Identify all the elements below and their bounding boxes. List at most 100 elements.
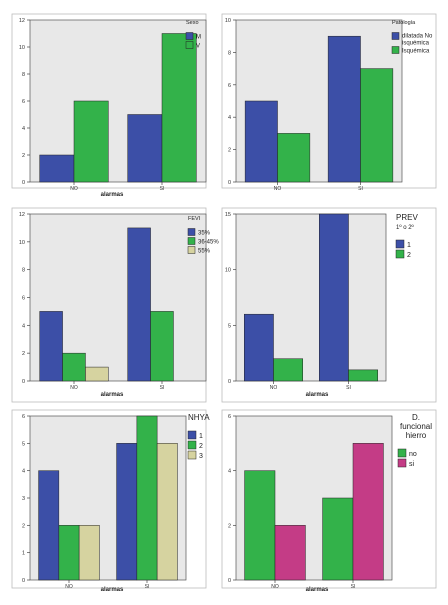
chart-panel-2: 0 2 4 6 8 10 NO SI Patología dilatada No isquémica… <box>221 13 437 192</box>
legend-label: 1 <box>199 433 203 440</box>
legend-label: Isquémica <box>402 49 430 55</box>
bar <box>85 366 109 382</box>
y-tick-label: 0 <box>228 578 231 584</box>
y-tick-label: 12 <box>19 18 25 24</box>
x-tick-label: SI <box>145 584 150 590</box>
legend-swatch <box>187 246 196 254</box>
legend-swatch <box>187 440 197 450</box>
bar <box>39 311 63 382</box>
legend-label-line: dilatada No <box>402 34 433 40</box>
x-tick-label: SI <box>351 584 356 590</box>
y-tick-label: 12 <box>19 212 25 218</box>
x-axis-label: alarmas <box>306 392 329 398</box>
x-tick-label: SI <box>358 186 363 192</box>
chart-panel-5: 0 1 2 3 4 5 6 NO SI alarmas NHYA 1 2 3 <box>11 409 210 593</box>
legend: NHYA 1 2 3 <box>187 413 210 460</box>
y-tick-label: 0 <box>228 379 231 385</box>
y-tick-label: 4 <box>22 469 25 475</box>
legend: FEVI 35% 36-45% 55% <box>187 216 219 255</box>
chart-panel-4: 0 5 10 15 NO SI alarmas PREV 1º o 2º 1 2 <box>221 207 437 403</box>
x-tick-label: NO <box>70 186 78 192</box>
y-tick-label: 8 <box>228 50 231 56</box>
bar <box>327 35 361 183</box>
y-tick-label: 4 <box>228 469 231 475</box>
x-axis-label: alarmas <box>101 587 124 593</box>
y-tick-label: 0 <box>228 180 231 186</box>
bar <box>136 415 158 581</box>
chart-panel-1: 0 2 4 6 8 10 12 NO SI alarmas Sexo MV <box>11 13 207 198</box>
bar <box>360 68 394 183</box>
bar <box>116 443 138 581</box>
bar <box>161 33 197 183</box>
y-tick-label: 4 <box>22 323 25 329</box>
x-tick-label: SI <box>160 186 165 192</box>
legend-label-line: isquémica <box>402 41 430 47</box>
bar <box>348 369 378 382</box>
legend-title: Sexo <box>186 20 199 26</box>
legend-label: 3 <box>199 453 203 460</box>
bar <box>156 443 178 581</box>
y-tick-label: 8 <box>22 268 25 274</box>
legend-label: no <box>409 451 417 458</box>
y-tick-label: 1 <box>22 551 25 557</box>
legend-label: dilatada No isquémica <box>402 34 433 47</box>
x-axis-label: alarmas <box>101 392 124 398</box>
x-axis-label: alarmas <box>101 192 124 198</box>
legend-label: 2 <box>199 443 203 450</box>
y-tick-label: 2 <box>22 153 25 159</box>
legend-label: 1 <box>407 242 411 249</box>
bar <box>244 100 278 183</box>
y-tick-label: 0 <box>22 180 25 186</box>
bar <box>322 497 354 581</box>
bar <box>277 133 311 183</box>
y-tick-label: 0 <box>22 379 25 385</box>
legend-swatch <box>185 41 194 49</box>
legend: Sexo MV <box>185 20 201 50</box>
y-tick-label: 6 <box>228 83 231 89</box>
y-tick-label: 6 <box>22 414 25 420</box>
bar <box>62 352 86 382</box>
bar <box>58 525 80 581</box>
legend-swatch <box>395 239 405 249</box>
bar <box>244 470 276 581</box>
legend-swatch <box>185 32 194 40</box>
legend-label: 55% <box>198 249 211 255</box>
y-tick-label: 8 <box>22 72 25 78</box>
legend-swatch <box>187 237 196 245</box>
legend-swatch <box>187 430 197 440</box>
legend: PREV 1º o 2º 1 2 <box>395 213 418 259</box>
legend-swatch <box>187 228 196 236</box>
x-tick-label: SI <box>160 385 165 391</box>
legend-label: 36-45% <box>198 240 219 246</box>
y-tick-label: 6 <box>228 414 231 420</box>
legend-title: Patología <box>392 20 416 26</box>
legend-title: D. <box>412 413 420 422</box>
y-tick-label: 6 <box>22 99 25 105</box>
legend-swatch <box>391 46 400 54</box>
legend-label: 35% <box>198 231 211 237</box>
bar <box>127 227 151 382</box>
legend-title: PREV <box>396 213 418 222</box>
y-tick-label: 0 <box>22 578 25 584</box>
bar <box>274 525 306 581</box>
legend-swatch <box>187 450 197 460</box>
x-tick-label: NO <box>70 385 78 391</box>
bar <box>127 114 163 183</box>
x-axis-label: alarmas <box>306 587 329 593</box>
legend-label: 2 <box>407 252 411 259</box>
x-tick-label: NO <box>65 584 73 590</box>
bar <box>73 100 109 183</box>
y-tick-label: 5 <box>22 441 25 447</box>
y-tick-label: 2 <box>22 523 25 529</box>
bar <box>319 213 349 382</box>
x-tick-label: SI <box>346 385 351 391</box>
y-tick-label: 10 <box>225 268 231 274</box>
bar <box>78 525 100 581</box>
chart-panel-3: 0 2 4 6 8 10 12 NO SI alarmas FEVI 35% 36-45% 55% <box>11 207 219 403</box>
y-tick-label: 10 <box>19 240 25 246</box>
y-tick-label: 10 <box>19 45 25 51</box>
